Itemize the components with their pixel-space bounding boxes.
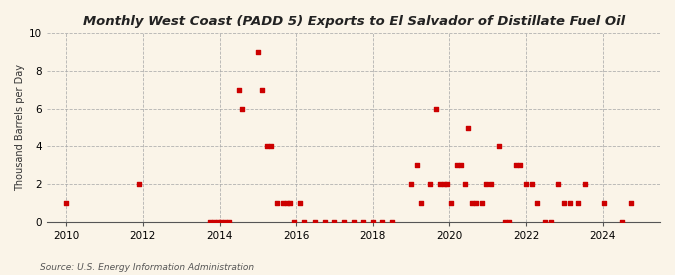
Point (411, 163, 422, 167)
Point (319, 219, 330, 224)
Point (504, 219, 514, 224)
Point (616, 219, 627, 224)
Point (387, 219, 398, 224)
Point (358, 219, 369, 224)
Point (431, 106, 441, 111)
Point (294, 201, 305, 205)
Point (486, 182, 497, 186)
Point (262, 144, 273, 148)
Point (329, 219, 340, 224)
Point (559, 201, 570, 205)
Point (277, 201, 288, 205)
Point (205, 219, 215, 224)
Point (477, 201, 487, 205)
Point (339, 219, 350, 224)
Point (526, 182, 537, 186)
Point (220, 219, 231, 224)
Point (511, 163, 522, 167)
Point (540, 219, 551, 224)
Point (134, 182, 144, 186)
Point (452, 163, 462, 167)
Point (500, 219, 510, 224)
Point (266, 144, 277, 148)
Point (348, 219, 359, 224)
Point (553, 182, 564, 186)
Point (281, 201, 292, 205)
Point (61, 201, 72, 205)
Point (252, 50, 263, 54)
Point (434, 182, 445, 186)
Point (425, 182, 435, 186)
Point (271, 201, 282, 205)
Point (438, 182, 449, 186)
Point (467, 201, 478, 205)
Point (234, 88, 244, 92)
Point (256, 88, 267, 92)
Point (289, 219, 300, 224)
Y-axis label: Thousand Barrels per Day: Thousand Barrels per Day (15, 64, 25, 191)
Point (626, 201, 637, 205)
Text: Source: U.S. Energy Information Administration: Source: U.S. Energy Information Administ… (40, 263, 254, 272)
Point (532, 201, 543, 205)
Point (415, 201, 426, 205)
Point (285, 201, 296, 205)
Point (515, 163, 526, 167)
Point (456, 163, 466, 167)
Title: Monthly West Coast (PADD 5) Exports to El Salvador of Distillate Fuel Oil: Monthly West Coast (PADD 5) Exports to E… (82, 15, 624, 28)
Point (406, 182, 416, 186)
Point (470, 201, 481, 205)
Point (459, 182, 470, 186)
Point (209, 219, 219, 224)
Point (580, 182, 591, 186)
Point (367, 219, 378, 224)
Point (237, 106, 248, 111)
Point (310, 219, 321, 224)
Point (481, 182, 491, 186)
Point (493, 144, 504, 148)
Point (599, 201, 610, 205)
Point (442, 182, 453, 186)
Point (223, 219, 234, 224)
Point (446, 201, 457, 205)
Point (520, 182, 531, 186)
Point (377, 219, 387, 224)
Point (463, 125, 474, 130)
Point (216, 219, 227, 224)
Point (545, 219, 556, 224)
Point (298, 219, 309, 224)
Point (572, 201, 583, 205)
Point (212, 219, 223, 224)
Point (564, 201, 575, 205)
